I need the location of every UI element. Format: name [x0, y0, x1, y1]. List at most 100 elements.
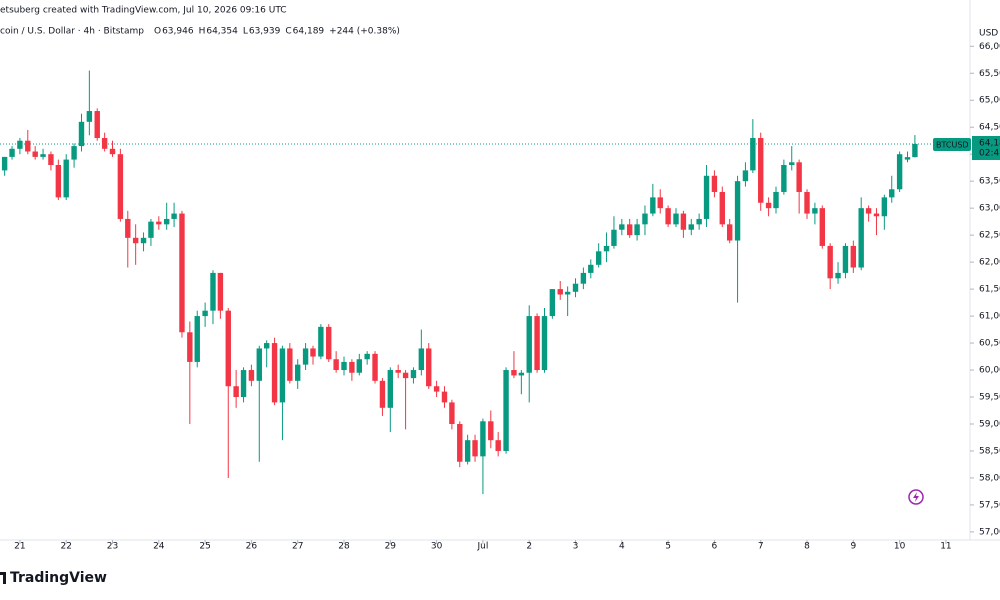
candle-body	[55, 164, 62, 198]
candle-body	[619, 224, 625, 230]
y-tick-label: 60,000	[979, 366, 1000, 376]
last-price-label: 64,189	[979, 138, 1000, 148]
candle-body	[295, 364, 301, 381]
candle-body	[665, 208, 671, 225]
brand: TradingView	[10, 570, 107, 586]
candle-body	[726, 224, 733, 241]
candle-body	[263, 343, 270, 349]
candle-body	[595, 251, 602, 265]
candle-body	[719, 191, 725, 225]
y-tick-label: 64,500	[979, 123, 1000, 133]
symbol-tag: BTCUSD	[936, 140, 969, 149]
candle-body	[804, 191, 810, 214]
candle-body	[541, 316, 548, 371]
candle-body	[642, 213, 648, 225]
candle-body	[202, 310, 208, 317]
candle-body	[171, 213, 177, 219]
candle-body	[326, 326, 332, 360]
candle-body	[557, 289, 563, 295]
candle-body	[534, 316, 540, 371]
symbol: coin / U.S. Dollar · 4h · Bitstamp	[0, 27, 144, 37]
candle-body	[889, 189, 895, 198]
lightning-icon[interactable]	[908, 489, 924, 505]
candle-body	[433, 386, 440, 392]
x-tick-label: 10	[894, 542, 906, 552]
candle-body	[32, 151, 38, 157]
candle-body	[63, 159, 69, 198]
x-tick-label: 4	[619, 542, 625, 552]
candle-body	[865, 208, 872, 214]
candle-body	[634, 224, 640, 236]
candle-body	[194, 316, 200, 362]
y-tick-label: 61,000	[979, 312, 1000, 322]
x-tick-label: 8	[804, 542, 810, 552]
candle-body	[789, 162, 795, 165]
candle-body	[333, 359, 339, 371]
candle-body	[827, 245, 833, 279]
legend-key: O	[154, 27, 161, 37]
candle-body	[518, 372, 525, 376]
price-tag: BTCUSD 64,18902:43	[933, 135, 1000, 160]
candle-body	[179, 213, 185, 333]
candle-body	[657, 197, 663, 209]
x-tick-label: 24	[153, 542, 165, 552]
candle-body	[457, 423, 463, 462]
y-tick-label: 65,500	[979, 69, 1000, 79]
candle-body	[603, 245, 610, 252]
y-tick-label: 62,500	[979, 231, 1000, 241]
candle-body	[86, 111, 93, 122]
candle-body	[896, 154, 903, 190]
y-tick-label: 62,000	[979, 258, 1000, 268]
candle-body	[850, 245, 857, 268]
x-tick-label: 26	[246, 542, 258, 552]
last-price-box	[972, 135, 1000, 160]
candle-body	[526, 316, 532, 373]
candle-body	[310, 348, 316, 357]
x-tick-label: 23	[107, 542, 118, 552]
legend-change: +244 (+0.38%)	[329, 27, 400, 37]
candle-body	[125, 218, 131, 238]
candle-body	[279, 348, 286, 403]
candle-body	[240, 370, 247, 398]
x-tick-label: 29	[385, 542, 397, 552]
symbol-tag-box	[933, 137, 971, 151]
candle-body	[464, 440, 471, 462]
x-tick-label: 2	[526, 542, 532, 552]
candle-body	[217, 272, 224, 311]
candle-body	[503, 370, 509, 451]
candle-body	[349, 361, 355, 373]
candle-body	[94, 111, 100, 139]
y-tick-label: 63,500	[979, 177, 1000, 187]
candle-body	[271, 343, 278, 403]
brand-logo[interactable]	[0, 572, 6, 584]
candle-body	[256, 348, 262, 381]
candle-body	[40, 154, 46, 157]
candle-body	[449, 402, 455, 424]
candle-body	[742, 170, 749, 182]
candle-body	[364, 353, 370, 360]
candle-body	[109, 148, 116, 155]
candle-body	[881, 197, 888, 217]
legend-value: 64,189	[293, 27, 325, 37]
candle-body	[564, 291, 571, 295]
candle-body	[758, 138, 764, 203]
x-tick-label: 6	[712, 542, 718, 552]
x-tick-label: 21	[14, 542, 25, 552]
candle-body	[71, 146, 77, 160]
candle-body	[781, 164, 787, 192]
candle-body	[163, 218, 170, 225]
candle-body	[511, 370, 517, 376]
candle-body	[750, 138, 756, 171]
y-tick-label: 59,000	[979, 419, 1000, 429]
candle-body	[233, 386, 239, 398]
candle-body	[904, 157, 911, 160]
candle-body	[78, 121, 85, 147]
candle-body	[912, 143, 918, 158]
currency: USD	[979, 29, 998, 39]
candle-body	[318, 326, 324, 357]
candle-body	[287, 348, 293, 381]
candle-body	[140, 237, 147, 244]
x-tick-label: 22	[60, 542, 71, 552]
candle-body	[341, 361, 347, 371]
